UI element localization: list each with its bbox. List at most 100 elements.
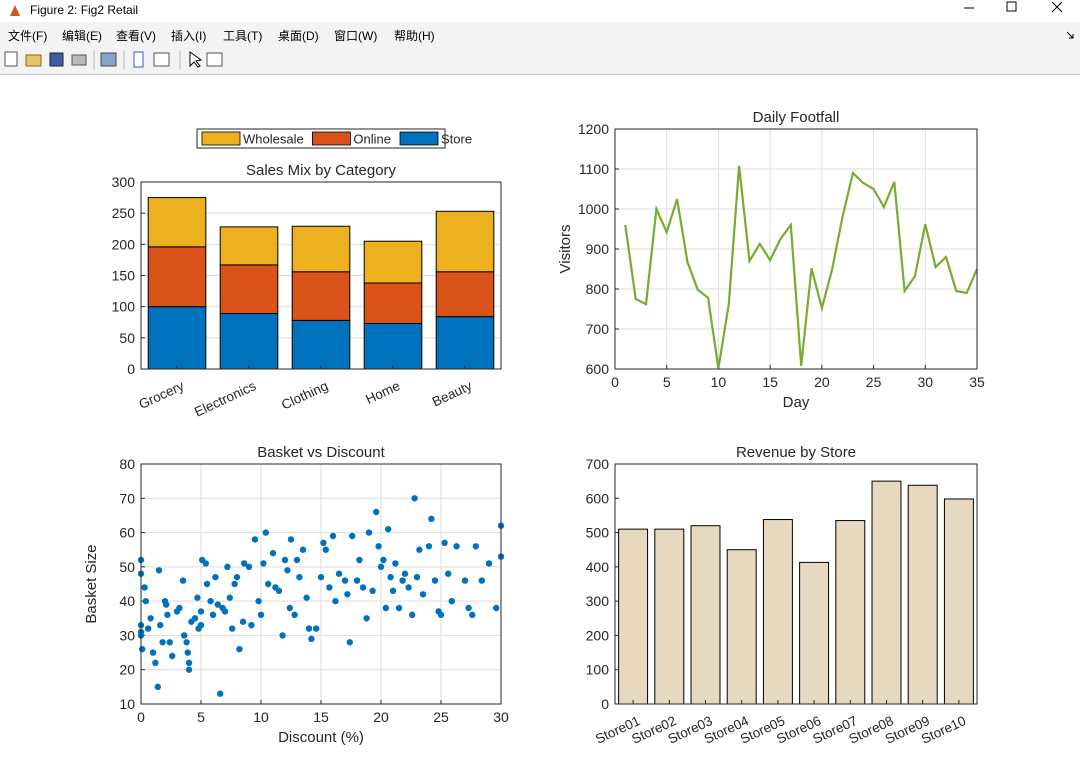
menu-item[interactable]: 窗口(W) [334,29,378,43]
bar-segment [147,197,207,248]
menu-item[interactable]: 文件(F) [8,29,48,43]
scatter-point [411,495,418,502]
print-icon[interactable] [71,54,87,66]
scatter-point [279,632,286,639]
chart-title: Revenue by Store [736,444,856,461]
scatter-point [291,611,298,619]
scatter-point [281,556,289,564]
scatter-point [363,615,370,622]
y-tick-label: 40 [119,593,135,609]
scatter-point [445,570,452,577]
scatter-point [441,539,448,547]
scatter-point [356,556,363,564]
axes-box [140,463,502,705]
scatter-point [163,601,170,608]
legend: Wholesale Online Store [196,128,472,149]
y-tick-label: 200 [112,236,136,252]
scatter-point [176,604,183,612]
scatter-point [478,577,485,584]
scatter-point [293,556,301,564]
menu-item[interactable]: 工具(T) [223,29,263,43]
pointer-icon[interactable] [189,51,203,68]
y-tick-label: 80 [119,456,135,472]
legend-swatch [311,131,351,146]
colorbar-icon[interactable] [133,51,144,68]
legend-label: Store [441,132,472,147]
scatter-point [332,597,339,605]
bar-segment [147,306,207,370]
scatter-point [181,632,188,639]
new-icon[interactable] [4,51,18,67]
scatter-point [392,560,399,567]
maximize-button[interactable] [1006,1,1017,12]
scatter-point [155,567,163,574]
scatter-point [159,639,166,646]
scatter-point [141,584,148,591]
x-tick-label: 0 [611,374,619,390]
scatter-point [313,625,320,632]
link-icon[interactable] [100,52,117,67]
bar-segment [363,282,423,324]
y-tick-label: 1000 [578,201,609,217]
toolbar-icons [4,50,223,70]
x-tick-label: 15 [313,709,329,725]
scatter-point [305,625,313,632]
menu-item[interactable]: 插入(I) [171,29,207,43]
menu-item[interactable]: 编辑(E) [62,29,102,43]
y-tick-label: 150 [112,268,136,284]
scatter-point [142,597,149,605]
chart-title: Basket vs Discount [257,444,385,461]
scatter-point [416,546,423,553]
bar-segment [291,319,351,370]
bar-segment [219,226,279,266]
bar-segment [363,240,423,284]
close-button[interactable] [1051,1,1063,13]
property-icon[interactable] [206,52,223,67]
y-tick-label: 50 [119,330,135,346]
scatter-point [183,639,190,646]
x-tick-label: Home [363,378,402,407]
scatter-point [326,584,333,591]
y-axis-label: Visitors [557,225,574,274]
bar-segment [363,322,423,370]
save-icon[interactable] [49,52,64,67]
scatter-point [461,577,469,584]
legend-swatch [399,131,439,146]
legend-icon[interactable] [153,52,170,67]
y-tick-label: 700 [586,321,610,337]
scatter-point [245,563,253,571]
menu-item[interactable]: 帮助(H) [394,29,435,43]
scatter-point [380,556,387,564]
y-tick-label: 1100 [579,161,609,177]
scatter-point [166,639,173,646]
menu-item[interactable]: 桌面(D) [278,29,319,43]
scatter-point [241,560,248,567]
scatter-point [365,529,373,536]
open-icon[interactable] [25,54,42,67]
scatter-point [382,604,389,612]
scatter-point [212,573,219,581]
y-tick-label: 250 [112,205,136,221]
axes-box [140,181,502,370]
scatter-point [257,611,265,619]
x-tick-label: Electronics [192,378,258,420]
x-tick-label: Grocery [136,378,186,412]
bar-segment [435,316,495,370]
window-chrome: Figure 2: Fig2 Retail 文件(F) 编辑(E) 查看(V) 插入(… [0,0,1080,75]
scatter-point [226,594,233,601]
dock-arrow[interactable] [1066,31,1074,39]
scatter-point [405,584,412,591]
y-tick-label: 10 [119,696,135,712]
scatter-point [145,625,152,632]
y-tick-label: 50 [119,559,135,575]
toolbar [0,46,1080,75]
legend-label: Wholesale [243,132,304,147]
scatter-point [221,608,229,615]
scatter-point [320,539,327,547]
x-tick-label: 20 [814,374,830,390]
menu-item[interactable]: 查看(V) [116,29,156,43]
scatter-point [377,563,385,571]
scatter-point [465,604,472,612]
scatter-point [265,580,272,588]
